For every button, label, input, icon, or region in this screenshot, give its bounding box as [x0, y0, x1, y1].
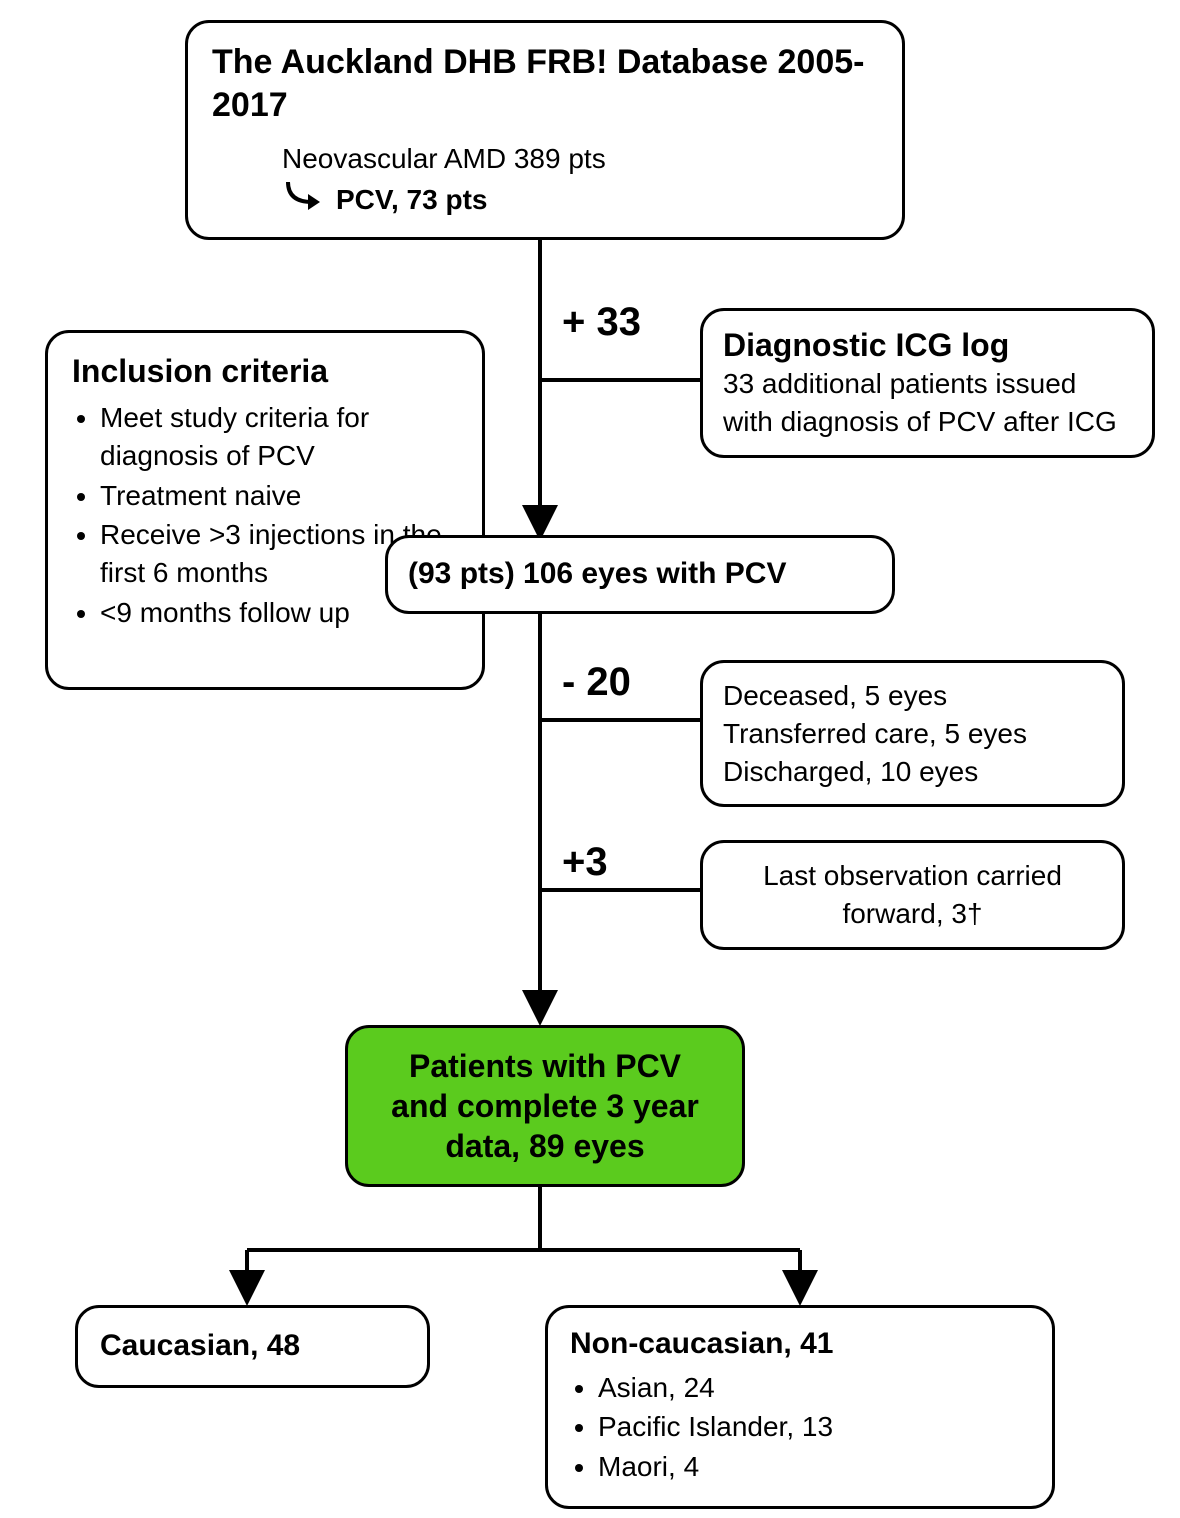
node-inclusion-criteria: Inclusion criteria Meet study criteria f…: [45, 330, 485, 690]
noncaucasian-title: Non-caucasian, 41: [570, 1324, 1030, 1365]
node-non-caucasian: Non-caucasian, 41 Asian, 24 Pacific Isla…: [545, 1305, 1055, 1509]
locf-text: Last observation carried forward, 3†: [723, 857, 1102, 933]
noncaucasian-list: Asian, 24 Pacific Islander, 13 Maori, 4: [570, 1369, 1030, 1486]
mid-text: (93 pts) 106 eyes with PCV: [408, 554, 872, 595]
node-106-eyes: (93 pts) 106 eyes with PCV: [385, 535, 895, 614]
result-line2: and complete 3 year: [370, 1086, 720, 1126]
node-icg-log: Diagnostic ICG log 33 additional patient…: [700, 308, 1155, 458]
node-locf: Last observation carried forward, 3†: [700, 840, 1125, 950]
inclusion-item: Meet study criteria for diagnosis of PCV: [100, 399, 458, 475]
source-title: The Auckland DHB FRB! Database 2005- 201…: [212, 41, 878, 126]
flowchart-canvas: The Auckland DHB FRB! Database 2005- 201…: [0, 0, 1180, 1518]
edge-label-minus20: - 20: [562, 660, 631, 705]
node-exclusions: Deceased, 5 eyes Transferred care, 5 eye…: [700, 660, 1125, 807]
excl-line: Transferred care, 5 eyes: [723, 715, 1102, 753]
inclusion-title: Inclusion criteria: [72, 351, 458, 391]
node-source-database: The Auckland DHB FRB! Database 2005- 201…: [185, 20, 905, 240]
result-line3: data, 89 eyes: [370, 1126, 720, 1166]
result-line1: Patients with PCV: [370, 1046, 720, 1086]
source-line-pcv: PCV, 73 pts: [336, 181, 487, 219]
hook-arrow-icon: [282, 180, 330, 221]
icg-title: Diagnostic ICG log: [723, 325, 1132, 365]
edge-label-plus33: + 33: [562, 300, 641, 345]
excl-line: Deceased, 5 eyes: [723, 677, 1102, 715]
node-caucasian: Caucasian, 48: [75, 1305, 430, 1388]
noncaucasian-item: Pacific Islander, 13: [598, 1408, 1030, 1446]
inclusion-item: Treatment naive: [100, 477, 458, 515]
edge-label-plus3: +3: [562, 840, 608, 885]
noncaucasian-item: Asian, 24: [598, 1369, 1030, 1407]
node-result-highlight: Patients with PCV and complete 3 year da…: [345, 1025, 745, 1187]
noncaucasian-item: Maori, 4: [598, 1448, 1030, 1486]
source-line-neovascular: Neovascular AMD 389 pts: [282, 140, 878, 178]
caucasian-text: Caucasian, 48: [100, 1326, 405, 1367]
icg-body: 33 additional patients issued with diagn…: [723, 365, 1132, 441]
excl-line: Discharged, 10 eyes: [723, 753, 1102, 791]
